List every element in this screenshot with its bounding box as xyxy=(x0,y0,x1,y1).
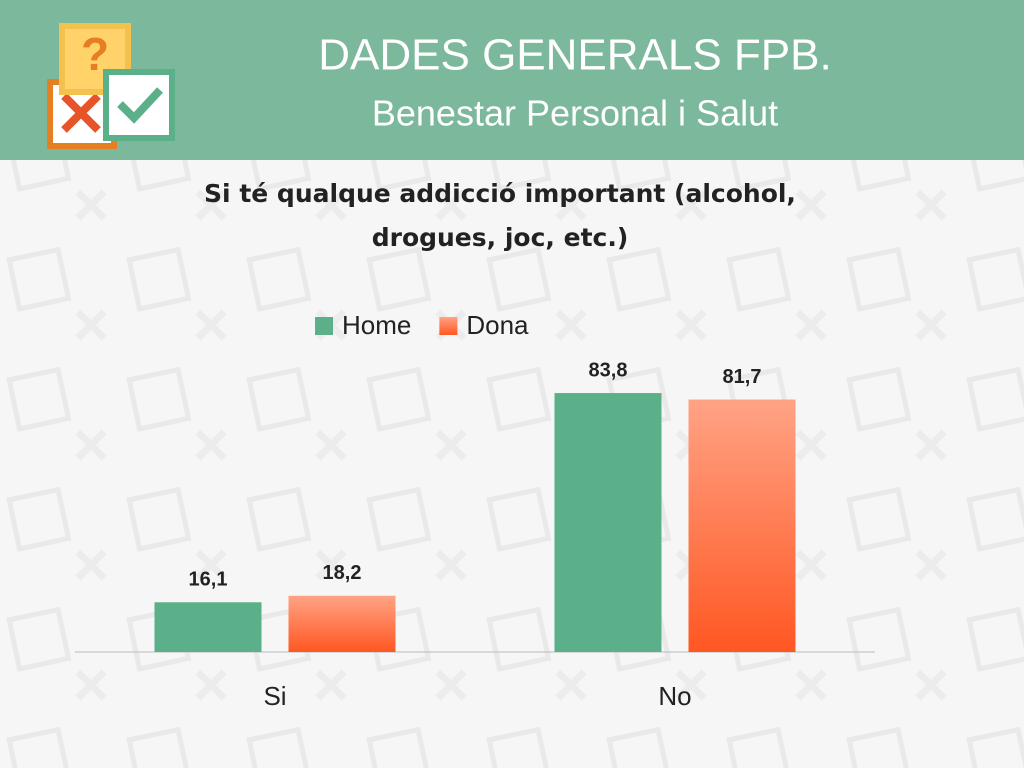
value-label: 83,8 xyxy=(589,359,628,381)
legend-swatch xyxy=(439,317,458,335)
x-tick-label: No xyxy=(658,681,691,711)
bar xyxy=(154,602,262,652)
bar xyxy=(688,399,796,652)
value-label: 18,2 xyxy=(323,562,362,584)
bar xyxy=(554,393,662,652)
header-subtitle: Benestar Personal i Salut xyxy=(372,93,778,134)
legend-swatch xyxy=(315,317,333,335)
legend-label: Dona xyxy=(466,310,529,340)
chart: Si 16,1 18,2 No 83,8 81,7 Home Dona xyxy=(75,310,875,711)
value-label: 81,7 xyxy=(723,366,762,388)
legend-label: Home xyxy=(342,310,411,340)
header-title: DADES GENERALS FPB. xyxy=(318,31,831,80)
chart-title: Si té qualque addicció important (alcoho… xyxy=(204,179,796,252)
header-icon: ? xyxy=(47,23,175,149)
bar xyxy=(288,595,396,652)
value-label: 16,1 xyxy=(189,569,228,591)
x-tick-label: Si xyxy=(263,681,286,711)
